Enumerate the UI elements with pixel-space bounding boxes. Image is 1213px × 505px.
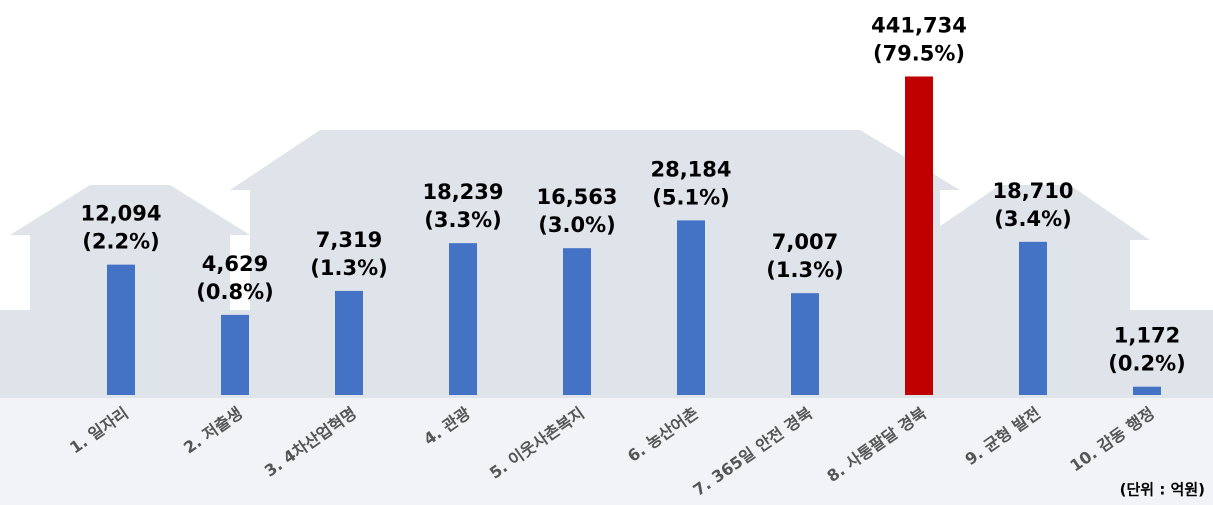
- value-label: 18,239: [422, 180, 503, 204]
- percent-label: (0.8%): [196, 280, 273, 304]
- value-label: 28,184: [650, 157, 731, 181]
- percent-label: (3.4%): [994, 207, 1071, 231]
- bar: [1019, 242, 1047, 395]
- value-label: 7,007: [772, 230, 838, 254]
- value-label: 12,094: [80, 202, 161, 226]
- percent-label: (3.3%): [424, 208, 501, 232]
- percent-label: (79.5%): [873, 41, 965, 65]
- percent-label: (3.0%): [538, 213, 615, 237]
- value-label: 1,172: [1114, 324, 1180, 348]
- bar: [1133, 387, 1161, 395]
- value-label: 16,563: [536, 185, 617, 209]
- bar: [221, 315, 249, 395]
- unit-label: (단위 : 억원): [1120, 481, 1205, 499]
- value-label: 18,710: [992, 179, 1073, 203]
- bar: [563, 248, 591, 395]
- bar: [905, 76, 933, 395]
- value-label: 4,629: [202, 252, 268, 276]
- value-label: 441,734: [871, 13, 967, 37]
- bar: [677, 220, 705, 395]
- percent-label: (2.2%): [82, 230, 159, 254]
- percent-label: (0.2%): [1108, 352, 1185, 376]
- percent-label: (1.3%): [310, 256, 387, 280]
- chart: (단위 : 억원) 12,094(2.2%)1. 일자리4,629(0.8%)2…: [0, 0, 1213, 505]
- value-label: 7,319: [316, 228, 382, 252]
- percent-label: (5.1%): [652, 185, 729, 209]
- bar: [449, 243, 477, 395]
- bar: [335, 291, 363, 395]
- bar: [107, 265, 135, 395]
- bar: [791, 293, 819, 395]
- percent-label: (1.3%): [766, 258, 843, 282]
